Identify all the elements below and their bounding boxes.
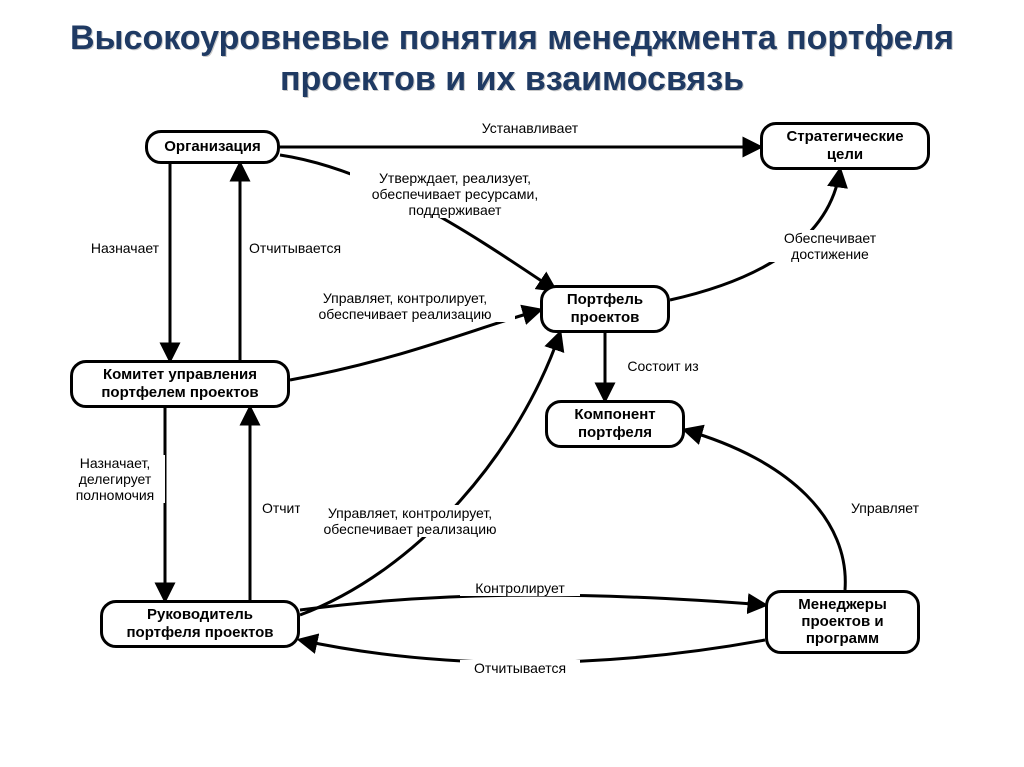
label-committee-portfolio: Управляет, контролирует,обеспечивает реа… bbox=[295, 290, 515, 322]
edge-e_manager_managers bbox=[300, 595, 765, 610]
node-portfolio: Портфельпроектов bbox=[540, 285, 670, 333]
node-managers: Менеджерыпроектов ипрограмм bbox=[765, 590, 920, 654]
edge-e_managers_component bbox=[685, 430, 845, 590]
node-component: Компонентпортфеля bbox=[545, 400, 685, 448]
label-committee-manager: Назначает,делегируетполномочия bbox=[65, 455, 165, 503]
label-org-committee: Назначает bbox=[85, 240, 165, 256]
label-managers-manager: Отчитывается bbox=[460, 660, 580, 676]
diagram-title: Высокоуровневые понятия менеджмента порт… bbox=[0, 0, 1024, 100]
label-portfolio-component: Состоит из bbox=[618, 358, 708, 374]
label-org-goals: Устанавливает bbox=[460, 120, 600, 136]
label-org-portfolio: Утверждает, реализует,обеспечивает ресур… bbox=[350, 170, 560, 218]
label-manager-managers: Контролирует bbox=[460, 580, 580, 596]
node-goals: Стратегическиецели bbox=[760, 122, 930, 170]
label-manager-portfolio: Управляет, контролирует,обеспечивает реа… bbox=[300, 505, 520, 537]
label-managers-component: Управляет bbox=[840, 500, 930, 516]
edge-e_manager_portfolio bbox=[300, 333, 560, 615]
node-org: Организация bbox=[145, 130, 280, 164]
flowchart-canvas: Организация Стратегическиецели Портфельп… bbox=[0, 100, 1024, 740]
node-manager-portfolio: Руководительпортфеля проектов bbox=[100, 600, 300, 648]
label-portfolio-goals: Обеспечиваетдостижение bbox=[760, 230, 900, 262]
node-committee: Комитет управленияпортфелем проектов bbox=[70, 360, 290, 408]
label-committee-org: Отчитывается bbox=[245, 240, 345, 256]
